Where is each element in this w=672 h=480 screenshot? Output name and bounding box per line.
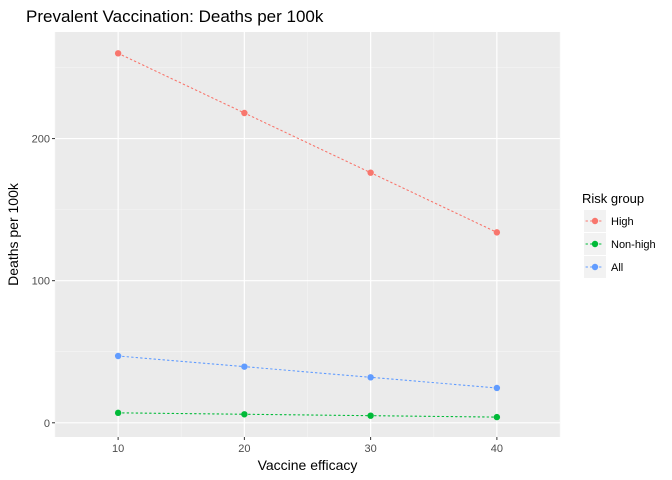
series-non-high: [114, 409, 501, 421]
x-tick-label: 20: [238, 443, 250, 455]
legend-key-point: [591, 263, 599, 271]
legend-key-point: [591, 217, 599, 225]
legend-key-point: [591, 240, 599, 248]
x-tick-label: 10: [112, 443, 124, 455]
data-point-high: [493, 229, 501, 236]
chart-title: Prevalent Vaccination: Deaths per 100k: [26, 7, 324, 26]
legend-label: All: [611, 262, 623, 274]
legend-item-high: High: [584, 210, 634, 232]
series-all: [114, 352, 501, 392]
minor-gridlines: [54, 32, 561, 437]
series-line-non-high: [117, 412, 498, 418]
y-tick-label: 200: [32, 134, 50, 146]
legend-item-all: All: [584, 256, 623, 278]
series-layer: [114, 50, 501, 421]
data-point-non-high: [114, 409, 122, 417]
x-tick-label: 30: [365, 443, 377, 455]
legend-title: Risk group: [582, 191, 644, 206]
data-point-all: [241, 363, 248, 370]
y-axis-title: Deaths per 100k: [5, 182, 21, 286]
series-high: [114, 50, 501, 236]
x-tick-label: 40: [491, 443, 503, 455]
data-point-non-high: [493, 413, 501, 421]
data-point-high: [367, 169, 374, 176]
y-tick-label: 100: [32, 276, 50, 288]
data-point-non-high: [241, 411, 248, 418]
x-axis-title: Vaccine efficacy: [258, 457, 358, 473]
legend-item-non-high: Non-high: [584, 233, 656, 255]
data-point-high: [114, 50, 122, 57]
data-point-high: [241, 109, 248, 117]
y-axis: 0 100 200: [32, 134, 55, 430]
x-axis: 10 20 30 40: [112, 437, 503, 455]
data-point-all: [114, 352, 122, 360]
legend: Risk group High Non-high All: [582, 191, 656, 278]
y-tick-label: 0: [44, 418, 50, 430]
legend-label: Non-high: [611, 239, 656, 251]
legend-label: High: [611, 216, 634, 228]
data-point-all: [493, 384, 501, 392]
data-point-non-high: [367, 412, 374, 419]
series-line-all: [117, 355, 498, 389]
data-point-all: [367, 374, 374, 381]
